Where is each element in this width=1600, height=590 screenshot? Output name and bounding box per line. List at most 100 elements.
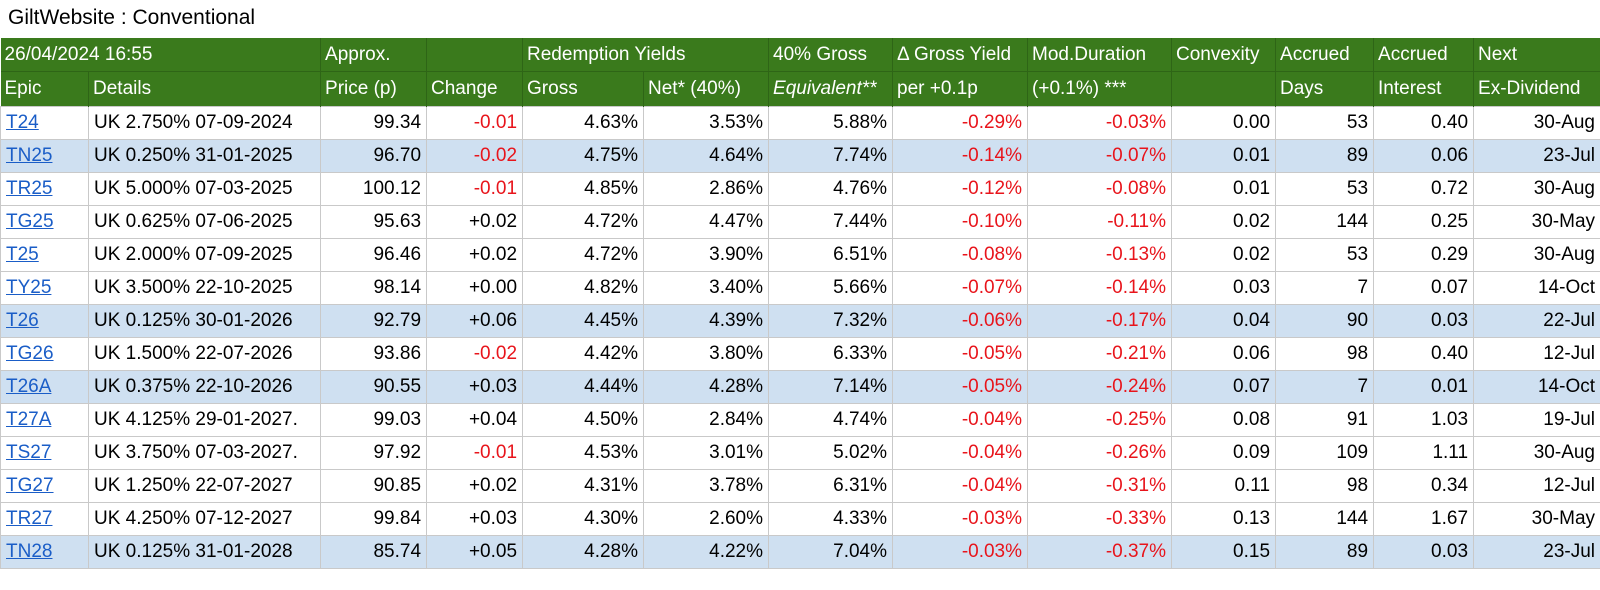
gross-yield-cell: 4.53% <box>522 436 645 470</box>
accrued-interest-cell: 0.06 <box>1373 139 1475 173</box>
epic-link[interactable]: T24 <box>6 112 39 133</box>
header-change: Change <box>426 71 523 107</box>
accrued-interest-cell: 0.72 <box>1373 172 1475 206</box>
header-epic: Epic <box>0 71 89 107</box>
epic-link[interactable]: TY25 <box>6 277 52 298</box>
mod-duration-cell: -0.33% <box>1027 502 1173 536</box>
delta-gross-yield-cell: -0.03% <box>892 502 1029 536</box>
table-row: TY25 UK 3.500% 22-10-2025 98.14 +0.00 4.82% 3… <box>0 271 1600 305</box>
epic-cell: TN28 <box>0 535 89 569</box>
price-cell: 100.12 <box>320 172 428 206</box>
price-cell: 97.92 <box>320 436 428 470</box>
details-cell: UK 0.125% 30-01-2026 <box>87 304 322 338</box>
epic-link[interactable]: T26A <box>6 376 52 397</box>
header-next: Next <box>1473 38 1600 72</box>
gross-equivalent-cell: 4.76% <box>768 172 894 206</box>
gross-yield-cell: 4.85% <box>522 172 645 206</box>
header-convexity: Convexity <box>1171 38 1276 72</box>
header-row-1: 26/04/2024 16:55 Approx. Redemption Yiel… <box>0 38 1600 72</box>
ex-dividend-cell: 23-Jul <box>1473 139 1600 173</box>
gross-equivalent-cell: 5.88% <box>768 106 894 140</box>
ex-dividend-cell: 23-Jul <box>1473 535 1600 569</box>
epic-link[interactable]: TN28 <box>6 541 53 562</box>
gross-equivalent-cell: 6.33% <box>768 337 894 371</box>
convexity-cell: 0.09 <box>1171 436 1277 470</box>
change-cell: -0.02 <box>426 139 524 173</box>
table-row: TN25 UK 0.250% 31-01-2025 96.70 -0.02 4.75% 4… <box>0 139 1600 173</box>
gross-yield-cell: 4.30% <box>522 502 645 536</box>
change-cell: +0.04 <box>426 403 524 437</box>
epic-link[interactable]: T26 <box>6 310 39 331</box>
change-cell: +0.05 <box>426 535 524 569</box>
header-net: Net* (40%) <box>643 71 769 107</box>
accrued-interest-cell: 1.11 <box>1373 436 1475 470</box>
net-yield-cell: 4.22% <box>643 535 770 569</box>
details-cell: UK 1.500% 22-07-2026 <box>87 337 322 371</box>
epic-cell: TG26 <box>0 337 89 371</box>
table-row: TG25 UK 0.625% 07-06-2025 95.63 +0.02 4.72% 4… <box>0 205 1600 239</box>
gross-yield-cell: 4.42% <box>522 337 645 371</box>
accrued-interest-cell: 0.07 <box>1373 271 1475 305</box>
details-cell: UK 4.250% 07-12-2027 <box>87 502 322 536</box>
price-cell: 95.63 <box>320 205 428 239</box>
gross-yield-cell: 4.63% <box>522 106 645 140</box>
gross-equivalent-cell: 6.31% <box>768 469 894 503</box>
accrued-days-cell: 53 <box>1275 238 1375 272</box>
change-cell: -0.01 <box>426 106 524 140</box>
mod-duration-cell: -0.14% <box>1027 271 1173 305</box>
epic-cell: TN25 <box>0 139 89 173</box>
change-cell: +0.02 <box>426 238 524 272</box>
change-cell: +0.00 <box>426 271 524 305</box>
change-cell: +0.06 <box>426 304 524 338</box>
epic-link[interactable]: TS27 <box>6 442 52 463</box>
price-cell: 93.86 <box>320 337 428 371</box>
convexity-cell: 0.01 <box>1171 172 1277 206</box>
header-blank <box>426 38 523 72</box>
epic-link[interactable]: TG27 <box>6 475 54 496</box>
header-mod-duration: Mod.Duration <box>1027 38 1172 72</box>
details-cell: UK 5.000% 07-03-2025 <box>87 172 322 206</box>
convexity-cell: 0.08 <box>1171 403 1277 437</box>
net-yield-cell: 2.86% <box>643 172 770 206</box>
convexity-cell: 0.07 <box>1171 370 1277 404</box>
change-cell: -0.02 <box>426 337 524 371</box>
convexity-cell: 0.03 <box>1171 271 1277 305</box>
epic-link[interactable]: TG25 <box>6 211 54 232</box>
header-price: Price (p) <box>320 71 427 107</box>
price-cell: 90.55 <box>320 370 428 404</box>
price-cell: 99.84 <box>320 502 428 536</box>
accrued-days-cell: 109 <box>1275 436 1375 470</box>
epic-cell: T27A <box>0 403 89 437</box>
epic-link[interactable]: TG26 <box>6 343 54 364</box>
header-ex-dividend: Ex-Dividend <box>1473 71 1600 107</box>
price-cell: 99.03 <box>320 403 428 437</box>
delta-gross-yield-cell: -0.07% <box>892 271 1029 305</box>
mod-duration-cell: -0.24% <box>1027 370 1173 404</box>
epic-link[interactable]: T25 <box>6 244 39 265</box>
header-per-0-1p: per +0.1p <box>892 71 1028 107</box>
net-yield-cell: 4.47% <box>643 205 770 239</box>
header-redemption-yields: Redemption Yields <box>522 38 769 72</box>
header-timestamp: 26/04/2024 16:55 <box>0 38 321 72</box>
change-cell: -0.01 <box>426 436 524 470</box>
ex-dividend-cell: 30-Aug <box>1473 436 1600 470</box>
accrued-interest-cell: 0.29 <box>1373 238 1475 272</box>
ex-dividend-cell: 30-Aug <box>1473 172 1600 206</box>
epic-link[interactable]: TR27 <box>6 508 53 529</box>
table-row: TG26 UK 1.500% 22-07-2026 93.86 -0.02 4.42% 3… <box>0 337 1600 371</box>
accrued-interest-cell: 0.03 <box>1373 535 1475 569</box>
mod-duration-cell: -0.13% <box>1027 238 1173 272</box>
mod-duration-cell: -0.11% <box>1027 205 1173 239</box>
mod-duration-cell: -0.07% <box>1027 139 1173 173</box>
header-plus-0-1-pct: (+0.1%) *** <box>1027 71 1172 107</box>
header-row-2: Epic Details Price (p) Change Gross Net*… <box>0 71 1600 107</box>
table-row: T26 UK 0.125% 30-01-2026 92.79 +0.06 4.45% 4.… <box>0 304 1600 338</box>
epic-link[interactable]: TR25 <box>6 178 53 199</box>
accrued-interest-cell: 0.40 <box>1373 106 1475 140</box>
table-row: TN28 UK 0.125% 31-01-2028 85.74 +0.05 4.28% 4… <box>0 535 1600 569</box>
mod-duration-cell: -0.31% <box>1027 469 1173 503</box>
convexity-cell: 0.00 <box>1171 106 1277 140</box>
epic-link[interactable]: T27A <box>6 409 52 430</box>
epic-link[interactable]: TN25 <box>6 145 53 166</box>
epic-cell: T24 <box>0 106 89 140</box>
